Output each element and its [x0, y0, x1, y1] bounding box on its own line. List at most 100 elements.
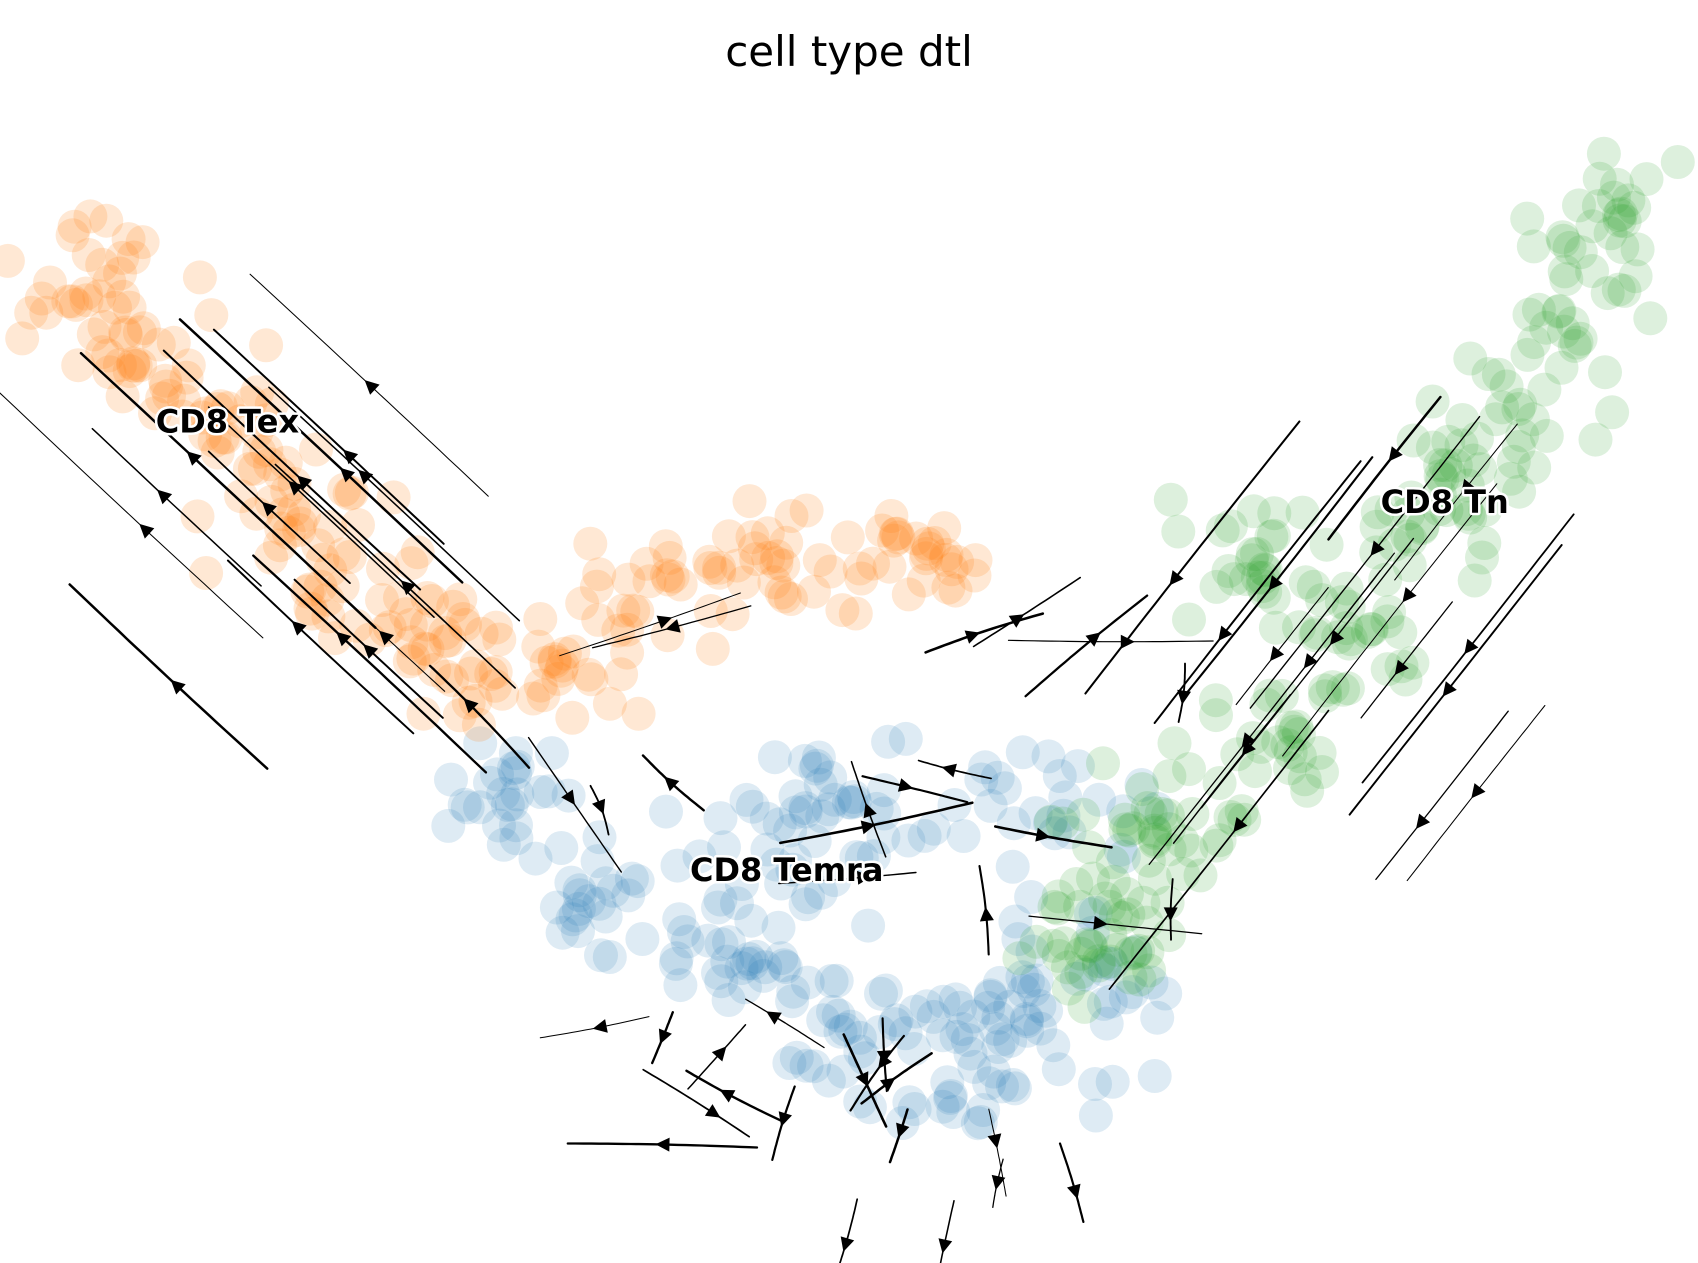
streamline-arrow — [656, 615, 673, 629]
streamline — [162, 349, 422, 591]
scatter-point — [1111, 897, 1146, 932]
streamline-arrow — [170, 679, 186, 695]
scatter-point — [735, 520, 770, 555]
scatter-point — [1517, 450, 1552, 485]
scatter-point — [1350, 614, 1385, 649]
scatter-point — [1017, 972, 1051, 1007]
scatter-point — [842, 1020, 877, 1055]
scatter-point — [660, 848, 695, 883]
scatter-point — [1033, 804, 1068, 839]
streamline — [1394, 423, 1518, 581]
scatter-point — [1485, 390, 1520, 425]
scatter-point — [1235, 537, 1270, 572]
scatter-point — [1395, 645, 1430, 680]
scatter-point — [1199, 698, 1233, 733]
streamline-arrow — [592, 798, 606, 815]
scatter-point — [479, 610, 513, 645]
scatter-point — [1618, 259, 1653, 294]
scatter-point — [1396, 423, 1431, 458]
streamline-arrow — [1269, 645, 1285, 662]
scatter-point — [649, 558, 684, 593]
scatter-point — [604, 657, 639, 692]
scatter-point — [286, 498, 321, 533]
scatter-point — [1081, 948, 1116, 983]
scatter-point — [1113, 960, 1148, 995]
scatter-point — [851, 908, 886, 943]
scatter-point — [767, 579, 802, 614]
scatter-point — [480, 757, 514, 792]
scatter-point — [811, 1063, 846, 1098]
streamline — [559, 592, 741, 657]
streamline — [428, 664, 531, 769]
scatter-point — [651, 562, 686, 597]
scatter-point — [92, 264, 127, 299]
scatter-point — [1089, 945, 1123, 980]
scatter-point — [326, 537, 361, 572]
scatter-point — [1629, 162, 1664, 197]
scatter-point — [400, 535, 435, 570]
scatter-point — [1360, 495, 1395, 530]
scatter-point — [695, 631, 730, 666]
scatter-point — [1089, 1006, 1124, 1041]
scatter-point — [169, 360, 204, 395]
scatter-point — [830, 520, 865, 555]
scatter-point — [779, 1040, 814, 1075]
scatter-point — [1555, 306, 1590, 341]
chart-title: cell type dtl — [725, 27, 973, 76]
scatter-point — [720, 548, 755, 583]
scatter-point — [474, 657, 509, 691]
scatter-point — [1126, 885, 1161, 920]
scatter-point — [662, 902, 697, 937]
scatter-point — [588, 899, 623, 934]
scatter-point — [663, 567, 698, 602]
scatter-point — [1257, 496, 1292, 531]
scatter-point — [927, 511, 962, 546]
scatter-point — [658, 946, 693, 981]
scatter-point — [877, 523, 912, 558]
scatter-point — [1238, 754, 1272, 789]
streamline — [924, 612, 1045, 654]
scatter-point — [1138, 815, 1173, 850]
scatter-point — [928, 542, 963, 577]
scatter-point — [803, 767, 838, 802]
scatter-point — [874, 499, 909, 533]
scatter-point — [352, 622, 387, 657]
scatter-point — [499, 821, 534, 856]
scatter-point — [1108, 980, 1143, 1015]
scatter-point — [1172, 602, 1206, 637]
scatter-point — [909, 536, 944, 571]
streamline — [1200, 537, 1415, 809]
scatter-point — [1607, 273, 1642, 308]
scatter-point — [526, 678, 561, 713]
streamline-arrow — [1394, 659, 1409, 675]
scatter-point — [1253, 678, 1288, 713]
scatter-point — [1152, 918, 1187, 953]
scatter-point — [1633, 301, 1668, 336]
scatter-point — [814, 964, 849, 998]
scatter-point — [1130, 935, 1165, 970]
scatter-point — [1051, 971, 1086, 1006]
streamline-arrow — [364, 380, 380, 395]
streamline-arrow — [1177, 689, 1191, 705]
scatter-point — [976, 1054, 1011, 1089]
scatter-point — [1620, 232, 1655, 267]
scatter-point — [981, 1030, 1016, 1064]
scatter-point — [1273, 735, 1308, 770]
scatter-point — [1050, 950, 1085, 985]
scatter-point — [544, 653, 578, 688]
scatter-point — [1354, 612, 1389, 647]
scatter-point — [1009, 1002, 1044, 1036]
scatter-point — [957, 1049, 992, 1084]
cluster-labels: CD8 Temra CD8 Tex CD8 Tn — [153, 400, 1511, 892]
scatter-point — [490, 788, 525, 822]
scatter-point — [939, 1019, 974, 1054]
scatter-point — [98, 290, 132, 325]
scatter-point — [1064, 954, 1099, 989]
scatter-point — [581, 602, 616, 637]
scatter-point — [1383, 615, 1418, 650]
velocity-streamlines — [0, 273, 1575, 1263]
scatter-point — [435, 663, 469, 698]
scatter-point — [1559, 325, 1594, 360]
scatter-point — [751, 540, 786, 575]
streamline-arrow — [664, 776, 680, 792]
